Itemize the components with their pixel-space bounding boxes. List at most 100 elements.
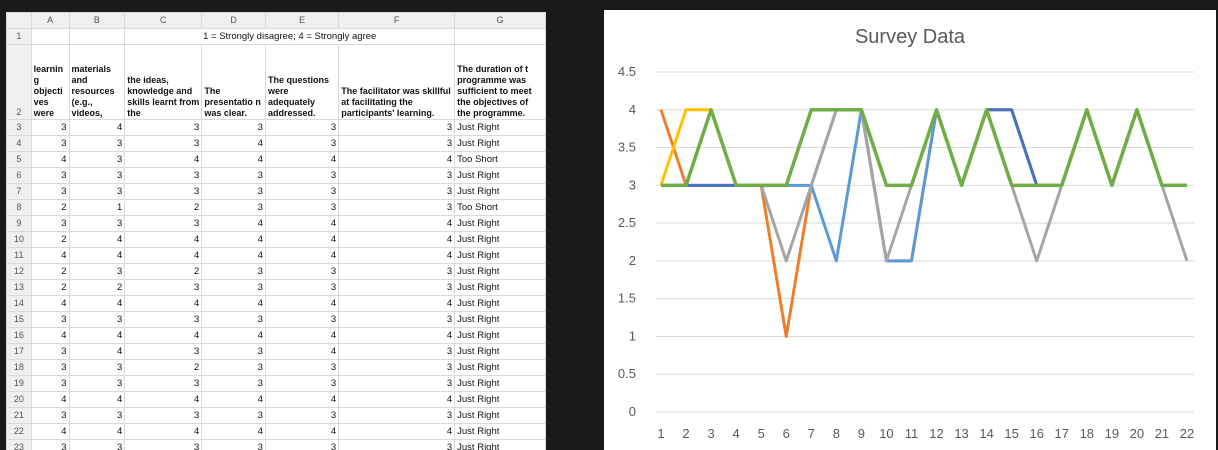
cell-b[interactable]: 3 bbox=[68, 183, 126, 200]
cell-c[interactable]: 3 bbox=[124, 279, 203, 296]
cell-a[interactable]: 3 bbox=[30, 407, 70, 424]
cell-f[interactable]: 4 bbox=[338, 231, 456, 248]
cell-g[interactable]: Just Right bbox=[454, 295, 546, 312]
cell-a[interactable]: 4 bbox=[30, 151, 70, 168]
cell-b[interactable]: 4 bbox=[68, 327, 126, 344]
cell-c[interactable]: 4 bbox=[124, 151, 203, 168]
cell-a[interactable]: 3 bbox=[30, 167, 70, 184]
cell-c[interactable]: 3 bbox=[124, 343, 203, 360]
cell-e[interactable]: 4 bbox=[264, 343, 340, 360]
cell-g[interactable]: Just Right bbox=[454, 375, 546, 392]
column-header[interactable]: C bbox=[124, 12, 203, 29]
cell-e[interactable]: 3 bbox=[264, 439, 340, 450]
cell-c[interactable]: 2 bbox=[124, 199, 203, 216]
row-header[interactable]: 1 bbox=[6, 28, 32, 45]
cell-c[interactable]: 4 bbox=[124, 391, 203, 408]
chart-panel[interactable]: Survey Data 0 0.5 1 1.5 2 2.5 3 3.5 4 4.5 1 2 3 4 5 6 7 8… bbox=[604, 10, 1216, 450]
row-header[interactable]: 11 bbox=[6, 247, 32, 264]
cell-b[interactable]: 4 bbox=[68, 343, 126, 360]
cell-f[interactable]: 3 bbox=[338, 135, 456, 152]
question-header-cell[interactable]: The facilitator was skillful at facilita… bbox=[338, 44, 456, 120]
row-header[interactable]: 22 bbox=[6, 423, 32, 440]
cell-d[interactable]: 4 bbox=[201, 295, 266, 312]
cell-b[interactable]: 3 bbox=[68, 439, 126, 450]
cell-b[interactable]: 3 bbox=[68, 215, 126, 232]
cell-b[interactable]: 1 bbox=[68, 199, 126, 216]
cell-b[interactable]: 2 bbox=[68, 279, 126, 296]
row-header[interactable]: 18 bbox=[6, 359, 32, 376]
cell-d[interactable]: 3 bbox=[201, 439, 266, 450]
cell-f[interactable]: 3 bbox=[338, 119, 456, 136]
cell-f[interactable]: 4 bbox=[338, 215, 456, 232]
question-header-cell[interactable]: materials and resources (e.g., videos, bbox=[68, 44, 126, 120]
cell-d[interactable]: 3 bbox=[201, 263, 266, 280]
cell-d[interactable]: 4 bbox=[201, 215, 266, 232]
cell-g[interactable]: Just Right bbox=[454, 119, 546, 136]
cell-f[interactable]: 4 bbox=[338, 391, 456, 408]
cell-c[interactable]: 3 bbox=[124, 407, 203, 424]
cell-d[interactable]: 4 bbox=[201, 247, 266, 264]
cell-d[interactable]: 4 bbox=[201, 231, 266, 248]
cell-g[interactable]: Just Right bbox=[454, 263, 546, 280]
row-header[interactable]: 8 bbox=[6, 199, 32, 216]
cell-g[interactable]: Just Right bbox=[454, 279, 546, 296]
cell-a[interactable]: 4 bbox=[30, 247, 70, 264]
cell-b[interactable]: 3 bbox=[68, 167, 126, 184]
cell-g[interactable]: Just Right bbox=[454, 183, 546, 200]
cell-g[interactable]: Too Short bbox=[454, 199, 546, 216]
cell-f[interactable]: 3 bbox=[338, 407, 456, 424]
cell-e[interactable]: 3 bbox=[264, 279, 340, 296]
row-header[interactable]: 4 bbox=[6, 135, 32, 152]
cell-d[interactable]: 3 bbox=[201, 311, 266, 328]
cell-d[interactable]: 4 bbox=[201, 327, 266, 344]
cell-c[interactable]: 2 bbox=[124, 359, 203, 376]
cell-f[interactable]: 3 bbox=[338, 167, 456, 184]
cell-d[interactable]: 4 bbox=[201, 151, 266, 168]
cell-d[interactable]: 3 bbox=[201, 343, 266, 360]
column-header[interactable]: B bbox=[68, 12, 126, 29]
cell-d[interactable]: 4 bbox=[201, 423, 266, 440]
cell-a[interactable]: 3 bbox=[30, 375, 70, 392]
cell-g[interactable]: Just Right bbox=[454, 231, 546, 248]
column-header[interactable]: E bbox=[264, 12, 340, 29]
cell-e[interactable]: 3 bbox=[264, 311, 340, 328]
cell-a[interactable]: 3 bbox=[30, 439, 70, 450]
rating-scale-note[interactable]: 1 = Strongly disagree; 4 = Strongly agre… bbox=[124, 28, 456, 45]
cell-e[interactable]: 3 bbox=[264, 263, 340, 280]
row-header[interactable]: 9 bbox=[6, 215, 32, 232]
row-header[interactable]: 17 bbox=[6, 343, 32, 360]
cell-c[interactable]: 4 bbox=[124, 423, 203, 440]
cell-g[interactable]: Just Right bbox=[454, 327, 546, 344]
column-header[interactable]: G bbox=[454, 12, 546, 29]
cell-e[interactable]: 4 bbox=[264, 295, 340, 312]
cell-b[interactable]: 3 bbox=[68, 407, 126, 424]
cell-a[interactable]: 3 bbox=[30, 119, 70, 136]
cell-b[interactable]: 3 bbox=[68, 375, 126, 392]
cell-f[interactable]: 4 bbox=[338, 151, 456, 168]
cell-g[interactable]: Just Right bbox=[454, 167, 546, 184]
question-header-cell[interactable]: The duration of t programme was sufficie… bbox=[454, 44, 546, 120]
cell-b[interactable]: 3 bbox=[68, 135, 126, 152]
cell-e[interactable]: 3 bbox=[264, 183, 340, 200]
cell-d[interactable]: 4 bbox=[201, 391, 266, 408]
column-header[interactable]: A bbox=[30, 12, 70, 29]
cell-f[interactable]: 3 bbox=[338, 359, 456, 376]
cell-c[interactable]: 3 bbox=[124, 135, 203, 152]
cell-b[interactable]: 4 bbox=[68, 391, 126, 408]
cell-c[interactable]: 3 bbox=[124, 375, 203, 392]
cell-b[interactable]: 3 bbox=[68, 263, 126, 280]
cell-a[interactable]: 4 bbox=[30, 295, 70, 312]
row-header[interactable]: 6 bbox=[6, 167, 32, 184]
cell-e[interactable]: 4 bbox=[264, 151, 340, 168]
cell-b[interactable]: 4 bbox=[68, 295, 126, 312]
cell-e[interactable]: 4 bbox=[264, 423, 340, 440]
cell-d[interactable]: 3 bbox=[201, 359, 266, 376]
cell-d[interactable]: 3 bbox=[201, 279, 266, 296]
cell-g[interactable]: Just Right bbox=[454, 247, 546, 264]
cell-e[interactable]: 4 bbox=[264, 215, 340, 232]
cell-c[interactable]: 4 bbox=[124, 295, 203, 312]
row-header[interactable]: 12 bbox=[6, 263, 32, 280]
cell-a[interactable]: 4 bbox=[30, 423, 70, 440]
cell-e[interactable]: 3 bbox=[264, 119, 340, 136]
cell-b[interactable]: 4 bbox=[68, 423, 126, 440]
